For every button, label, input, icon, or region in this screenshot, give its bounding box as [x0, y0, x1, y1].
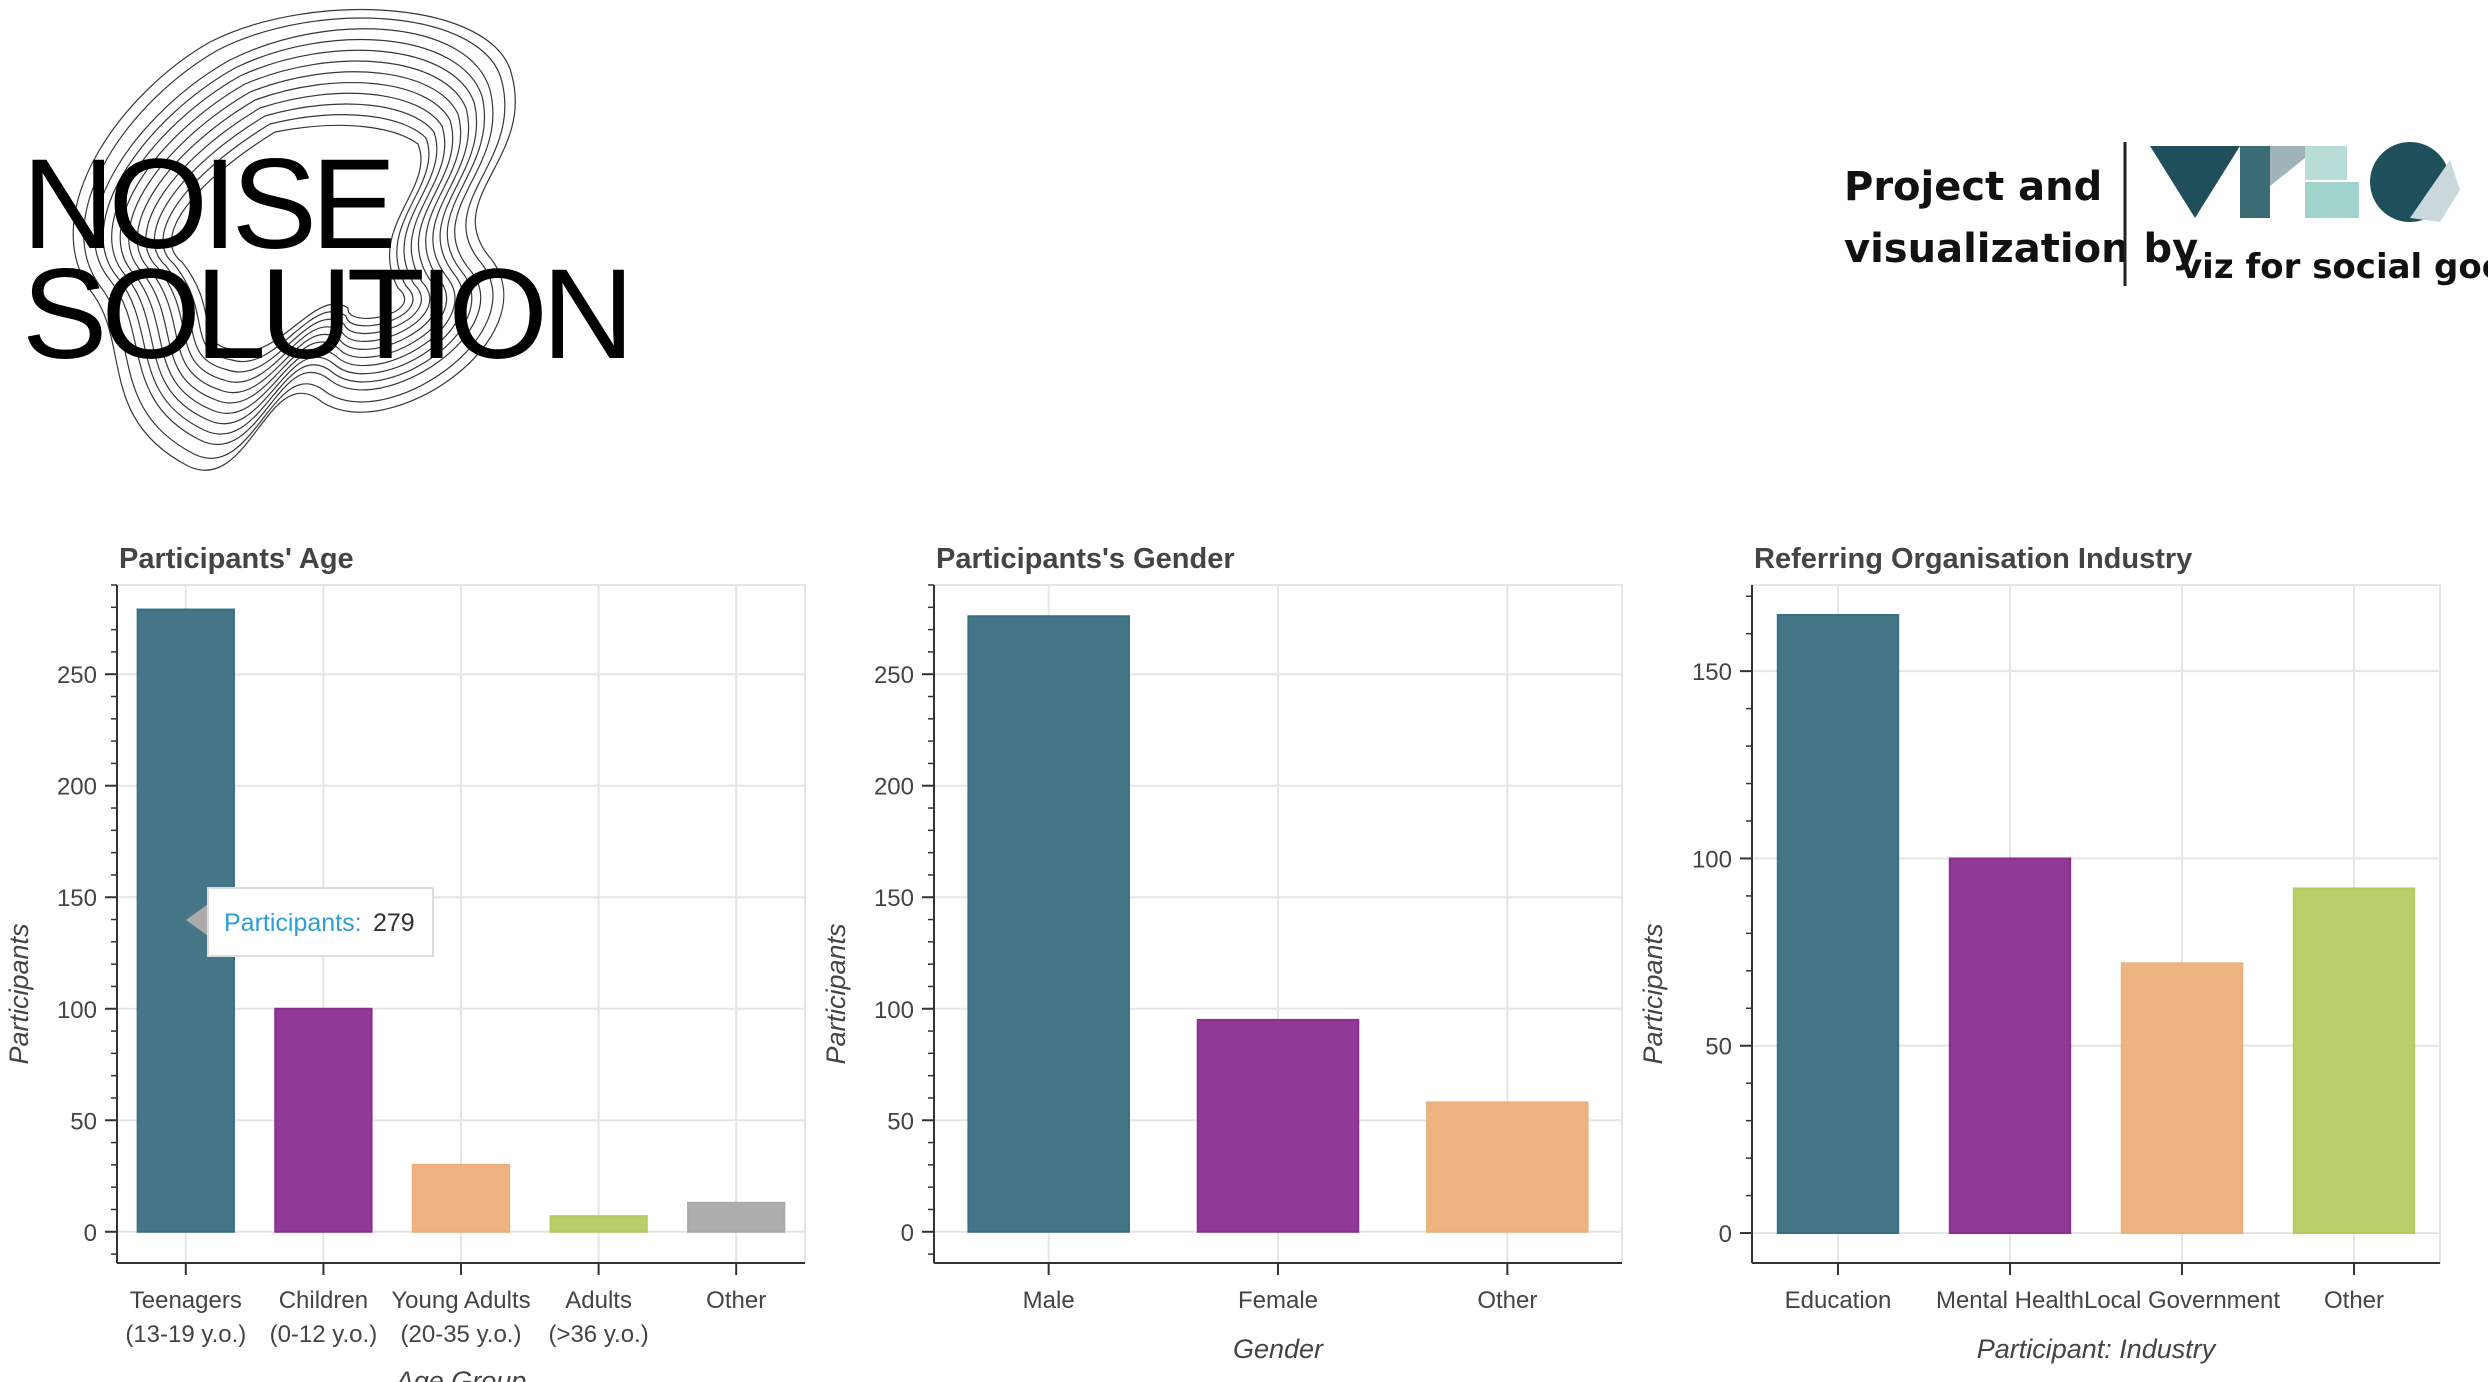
y-tick-label: 150: [874, 885, 914, 912]
chart-title: Referring Organisation Industry: [1754, 543, 2192, 575]
chart-participants-age: Participants' Age 0 50 100 150 200 250 Teenager…: [4, 543, 806, 1382]
logo-line-2: SOLUTION: [22, 243, 628, 386]
x-tick-label: Education: [1785, 1287, 1892, 1314]
x-tick-label: Young Adults: [391, 1287, 530, 1314]
y-tick-label: 250: [874, 662, 914, 689]
x-tick-label: Other: [1477, 1287, 1537, 1314]
bar: [1948, 857, 2072, 1235]
y-tick-label: 200: [874, 774, 914, 801]
bar: [549, 1215, 648, 1233]
y-tick-label: 50: [1705, 1034, 1732, 1061]
chart-referring-organisation-industry: Referring Organisation Industry 0 50 100 150…: [1638, 543, 2441, 1364]
y-tick-label: 250: [57, 662, 97, 689]
y-axis-label: Participants: [821, 923, 851, 1064]
y-tick-label: 0: [1719, 1221, 1732, 1248]
x-tick-label: Female: [1238, 1287, 1318, 1314]
x-tick-label: Children: [279, 1287, 368, 1314]
x-tick-label: (13-19 y.o.): [125, 1321, 246, 1348]
header: NOISE SOLUTION Project and visualization…: [22, 9, 2488, 471]
chart-participants-gender: Participants's Gender 0 50 100 150 200 250 Male…: [821, 543, 1623, 1364]
credit-line-2: visualization by: [1844, 226, 2198, 272]
chart-title: Participants's Gender: [936, 543, 1235, 575]
credit-line-1: Project and: [1844, 164, 2102, 210]
x-tick-label: Male: [1023, 1287, 1075, 1314]
bar: [1776, 613, 1900, 1235]
x-axis-label: Age Group: [394, 1366, 527, 1382]
bar: [967, 615, 1130, 1233]
y-axis-label: Participants: [4, 923, 34, 1064]
y-tick-label: 150: [57, 885, 97, 912]
bar: [2292, 887, 2416, 1235]
logo-line-1: NOISE: [22, 133, 391, 276]
x-tick-label: Local Government: [2084, 1287, 2280, 1314]
bar: [411, 1163, 511, 1233]
y-tick-label: 200: [57, 774, 97, 801]
x-axis-label: Participant: Industry: [1977, 1334, 2217, 1364]
x-tick-label: Teenagers: [130, 1287, 242, 1314]
y-tick-label: 0: [84, 1220, 97, 1247]
y-tick-label: 100: [874, 997, 914, 1024]
bar: [2120, 962, 2244, 1235]
y-tick-label: 50: [70, 1108, 97, 1135]
x-tick-label: Other: [706, 1287, 766, 1314]
partner-tagline: viz for social good: [2180, 247, 2488, 287]
x-axis-label: Gender: [1233, 1334, 1324, 1364]
tooltip-value: 279: [373, 909, 415, 937]
tooltip-label: Participants:: [224, 909, 362, 937]
bar: [687, 1201, 786, 1233]
bar-tooltip: Participants: 279: [186, 887, 434, 957]
x-tick-label: (20-35 y.o.): [401, 1321, 522, 1348]
x-tick-label: Mental Health: [1936, 1287, 2084, 1314]
vfsg-logo-icon: [2150, 142, 2460, 222]
x-tick-label: (>36 y.o.): [548, 1321, 648, 1348]
bar: [1196, 1018, 1360, 1233]
y-tick-label: 50: [887, 1108, 914, 1135]
x-tick-label: Other: [2324, 1287, 2384, 1314]
y-tick-label: 100: [57, 997, 97, 1024]
x-tick-label: (0-12 y.o.): [270, 1321, 378, 1348]
x-tick-label: Adults: [565, 1287, 632, 1314]
y-tick-label: 100: [1692, 846, 1732, 873]
noise-solution-swirl-icon: [72, 9, 516, 471]
tooltip-box: [207, 887, 434, 957]
tooltip-pointer: [186, 904, 208, 936]
bar: [274, 1007, 373, 1233]
y-axis-label: Participants: [1638, 923, 1668, 1064]
bar: [1426, 1101, 1589, 1233]
chart-title: Participants' Age: [119, 543, 354, 575]
y-tick-label: 150: [1692, 659, 1732, 686]
y-tick-label: 0: [901, 1220, 914, 1247]
